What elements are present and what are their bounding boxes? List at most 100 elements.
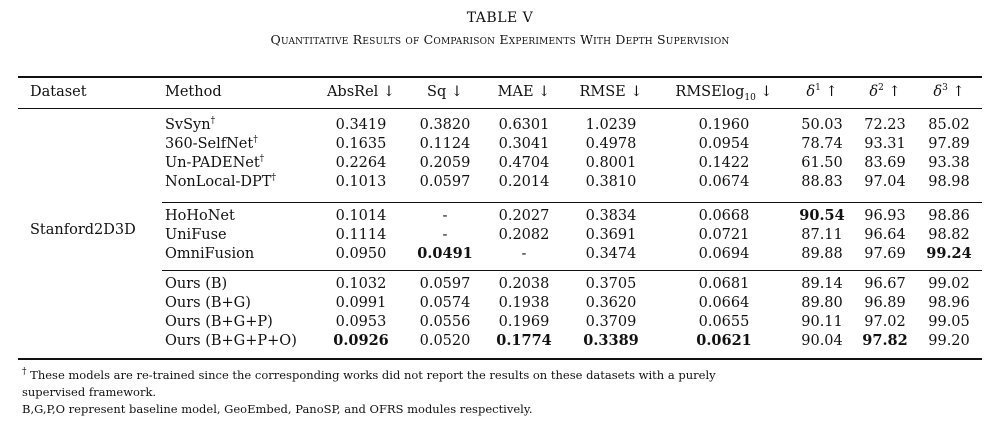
delta1-value: 78.74 bbox=[801, 136, 843, 152]
header-delta1-sup: 1 bbox=[815, 83, 821, 94]
sq-value: 0.0597 bbox=[419, 174, 471, 190]
rmse-value: 0.3691 bbox=[585, 227, 637, 243]
header-delta3-sup: 3 bbox=[942, 83, 948, 94]
delta1-value: 89.80 bbox=[801, 295, 843, 311]
group-rule-2 bbox=[162, 270, 982, 271]
delta1-value: 50.03 bbox=[801, 117, 843, 133]
delta3-value: 93.38 bbox=[928, 155, 970, 171]
rmse-value: 0.8001 bbox=[585, 155, 637, 171]
absrel-value: 0.2264 bbox=[335, 155, 387, 171]
header-delta2: δ2 ↑ bbox=[869, 83, 901, 100]
mae-value: 0.6301 bbox=[498, 117, 550, 133]
header-mae: MAE ↓ bbox=[497, 84, 551, 100]
delta1-value: 87.11 bbox=[801, 227, 843, 243]
rmselog-value: 0.0674 bbox=[698, 174, 750, 190]
mae-value: 0.2082 bbox=[498, 227, 550, 243]
delta3-value: 98.82 bbox=[928, 227, 970, 243]
delta3-value: 98.86 bbox=[928, 208, 970, 224]
method-cell: Ours (B+G) bbox=[165, 296, 251, 311]
dataset-label: Stanford2D3D bbox=[30, 222, 136, 238]
method-name: OmniFusion bbox=[165, 246, 255, 262]
rmselog-value: 0.0655 bbox=[698, 314, 750, 330]
group-rule-1 bbox=[162, 202, 982, 203]
delta3-value: 98.98 bbox=[928, 174, 970, 190]
header-rmselog: RMSElog10 ↓ bbox=[675, 84, 773, 103]
method-cell: Ours (B+G+P) bbox=[165, 315, 273, 330]
delta1-value: 89.88 bbox=[801, 246, 843, 262]
sq-value: 0.0597 bbox=[419, 276, 471, 292]
sq-value: 0.2059 bbox=[419, 155, 471, 171]
delta2-value: 93.31 bbox=[864, 136, 906, 152]
footnote-line-1: † These models are re-trained since the … bbox=[22, 368, 716, 382]
header-delta3-base: δ bbox=[933, 84, 943, 100]
mae-value: 0.1969 bbox=[498, 314, 550, 330]
delta2-value: 83.69 bbox=[864, 155, 906, 171]
rmse-value: 0.3834 bbox=[585, 208, 637, 224]
delta2-value: 97.82 bbox=[862, 332, 908, 349]
footnote-line-3: B,G,P,O represent baseline model, GeoEmb… bbox=[22, 402, 533, 416]
absrel-value: 0.1014 bbox=[335, 208, 387, 224]
mae-value: 0.2027 bbox=[498, 208, 550, 224]
absrel-value: 0.0926 bbox=[333, 332, 389, 349]
header-method: Method bbox=[165, 84, 222, 100]
delta3-value: 85.02 bbox=[928, 117, 970, 133]
absrel-value: 0.1635 bbox=[335, 136, 387, 152]
header-delta1-arrow: ↑ bbox=[820, 84, 838, 100]
method-name: HoHoNet bbox=[165, 208, 235, 224]
delta3-value: 98.96 bbox=[928, 295, 970, 311]
sq-value: 0.1124 bbox=[419, 136, 471, 152]
absrel-value: 0.1032 bbox=[335, 276, 387, 292]
rmse-value: 0.3705 bbox=[585, 276, 637, 292]
sq-value: 0.3820 bbox=[419, 117, 471, 133]
rmse-value: 0.3620 bbox=[585, 295, 637, 311]
method-name: NonLocal-DPT bbox=[165, 174, 272, 190]
header-rmse: RMSE ↓ bbox=[579, 84, 643, 100]
sq-value: - bbox=[442, 227, 448, 243]
mae-value: 0.1774 bbox=[496, 332, 552, 349]
header-rmselog-main: RMSElog bbox=[675, 84, 745, 100]
rmselog-value: 0.0668 bbox=[698, 208, 750, 224]
rmselog-value: 0.1422 bbox=[698, 155, 750, 171]
delta1-value: 90.04 bbox=[801, 333, 843, 349]
delta1-value: 90.11 bbox=[801, 314, 843, 330]
table-subtitle: Quantitative Results of Comparison Exper… bbox=[270, 32, 730, 47]
header-delta3-arrow: ↑ bbox=[947, 84, 965, 100]
rmselog-value: 0.0954 bbox=[698, 136, 750, 152]
rmselog-value: 0.0694 bbox=[698, 246, 750, 262]
header-rule bbox=[18, 108, 982, 109]
absrel-value: 0.0953 bbox=[335, 314, 387, 330]
delta1-value: 88.83 bbox=[801, 174, 843, 190]
method-cell: 360-SelfNet† bbox=[165, 135, 258, 152]
absrel-value: 0.1013 bbox=[335, 174, 387, 190]
header-delta2-sup: 2 bbox=[878, 83, 884, 94]
sq-value: 0.0491 bbox=[417, 245, 473, 262]
delta3-value: 99.24 bbox=[926, 245, 972, 262]
retrained-mark: † bbox=[271, 173, 276, 184]
method-cell: NonLocal-DPT† bbox=[165, 173, 276, 190]
table-title: TABLE V bbox=[466, 10, 534, 26]
header-sq: Sq ↓ bbox=[427, 84, 463, 100]
rmse-value: 0.4978 bbox=[585, 136, 637, 152]
footnote-text-1: These models are re-trained since the co… bbox=[26, 368, 716, 382]
retrained-mark: † bbox=[259, 154, 265, 165]
method-name: Ours (B) bbox=[165, 276, 228, 292]
sq-value: 0.0574 bbox=[419, 295, 471, 311]
delta2-value: 96.93 bbox=[864, 208, 906, 224]
rmselog-value: 0.0721 bbox=[698, 227, 750, 243]
rmse-value: 0.3709 bbox=[585, 314, 637, 330]
header-rmselog-arrow: ↓ bbox=[755, 84, 773, 100]
retrained-mark: † bbox=[253, 135, 258, 146]
delta2-value: 96.67 bbox=[864, 276, 906, 292]
rmselog-value: 0.0681 bbox=[698, 276, 750, 292]
mae-value: 0.4704 bbox=[498, 155, 550, 171]
header-delta2-arrow: ↑ bbox=[883, 84, 901, 100]
method-name: UniFuse bbox=[165, 227, 227, 243]
delta1-value: 90.54 bbox=[799, 207, 845, 224]
method-name: SvSyn bbox=[165, 117, 211, 133]
delta1-value: 89.14 bbox=[801, 276, 843, 292]
rmse-value: 0.3810 bbox=[585, 174, 637, 190]
mae-value: - bbox=[521, 246, 527, 262]
method-cell: HoHoNet bbox=[165, 209, 235, 224]
method-cell: UniFuse bbox=[165, 228, 227, 243]
